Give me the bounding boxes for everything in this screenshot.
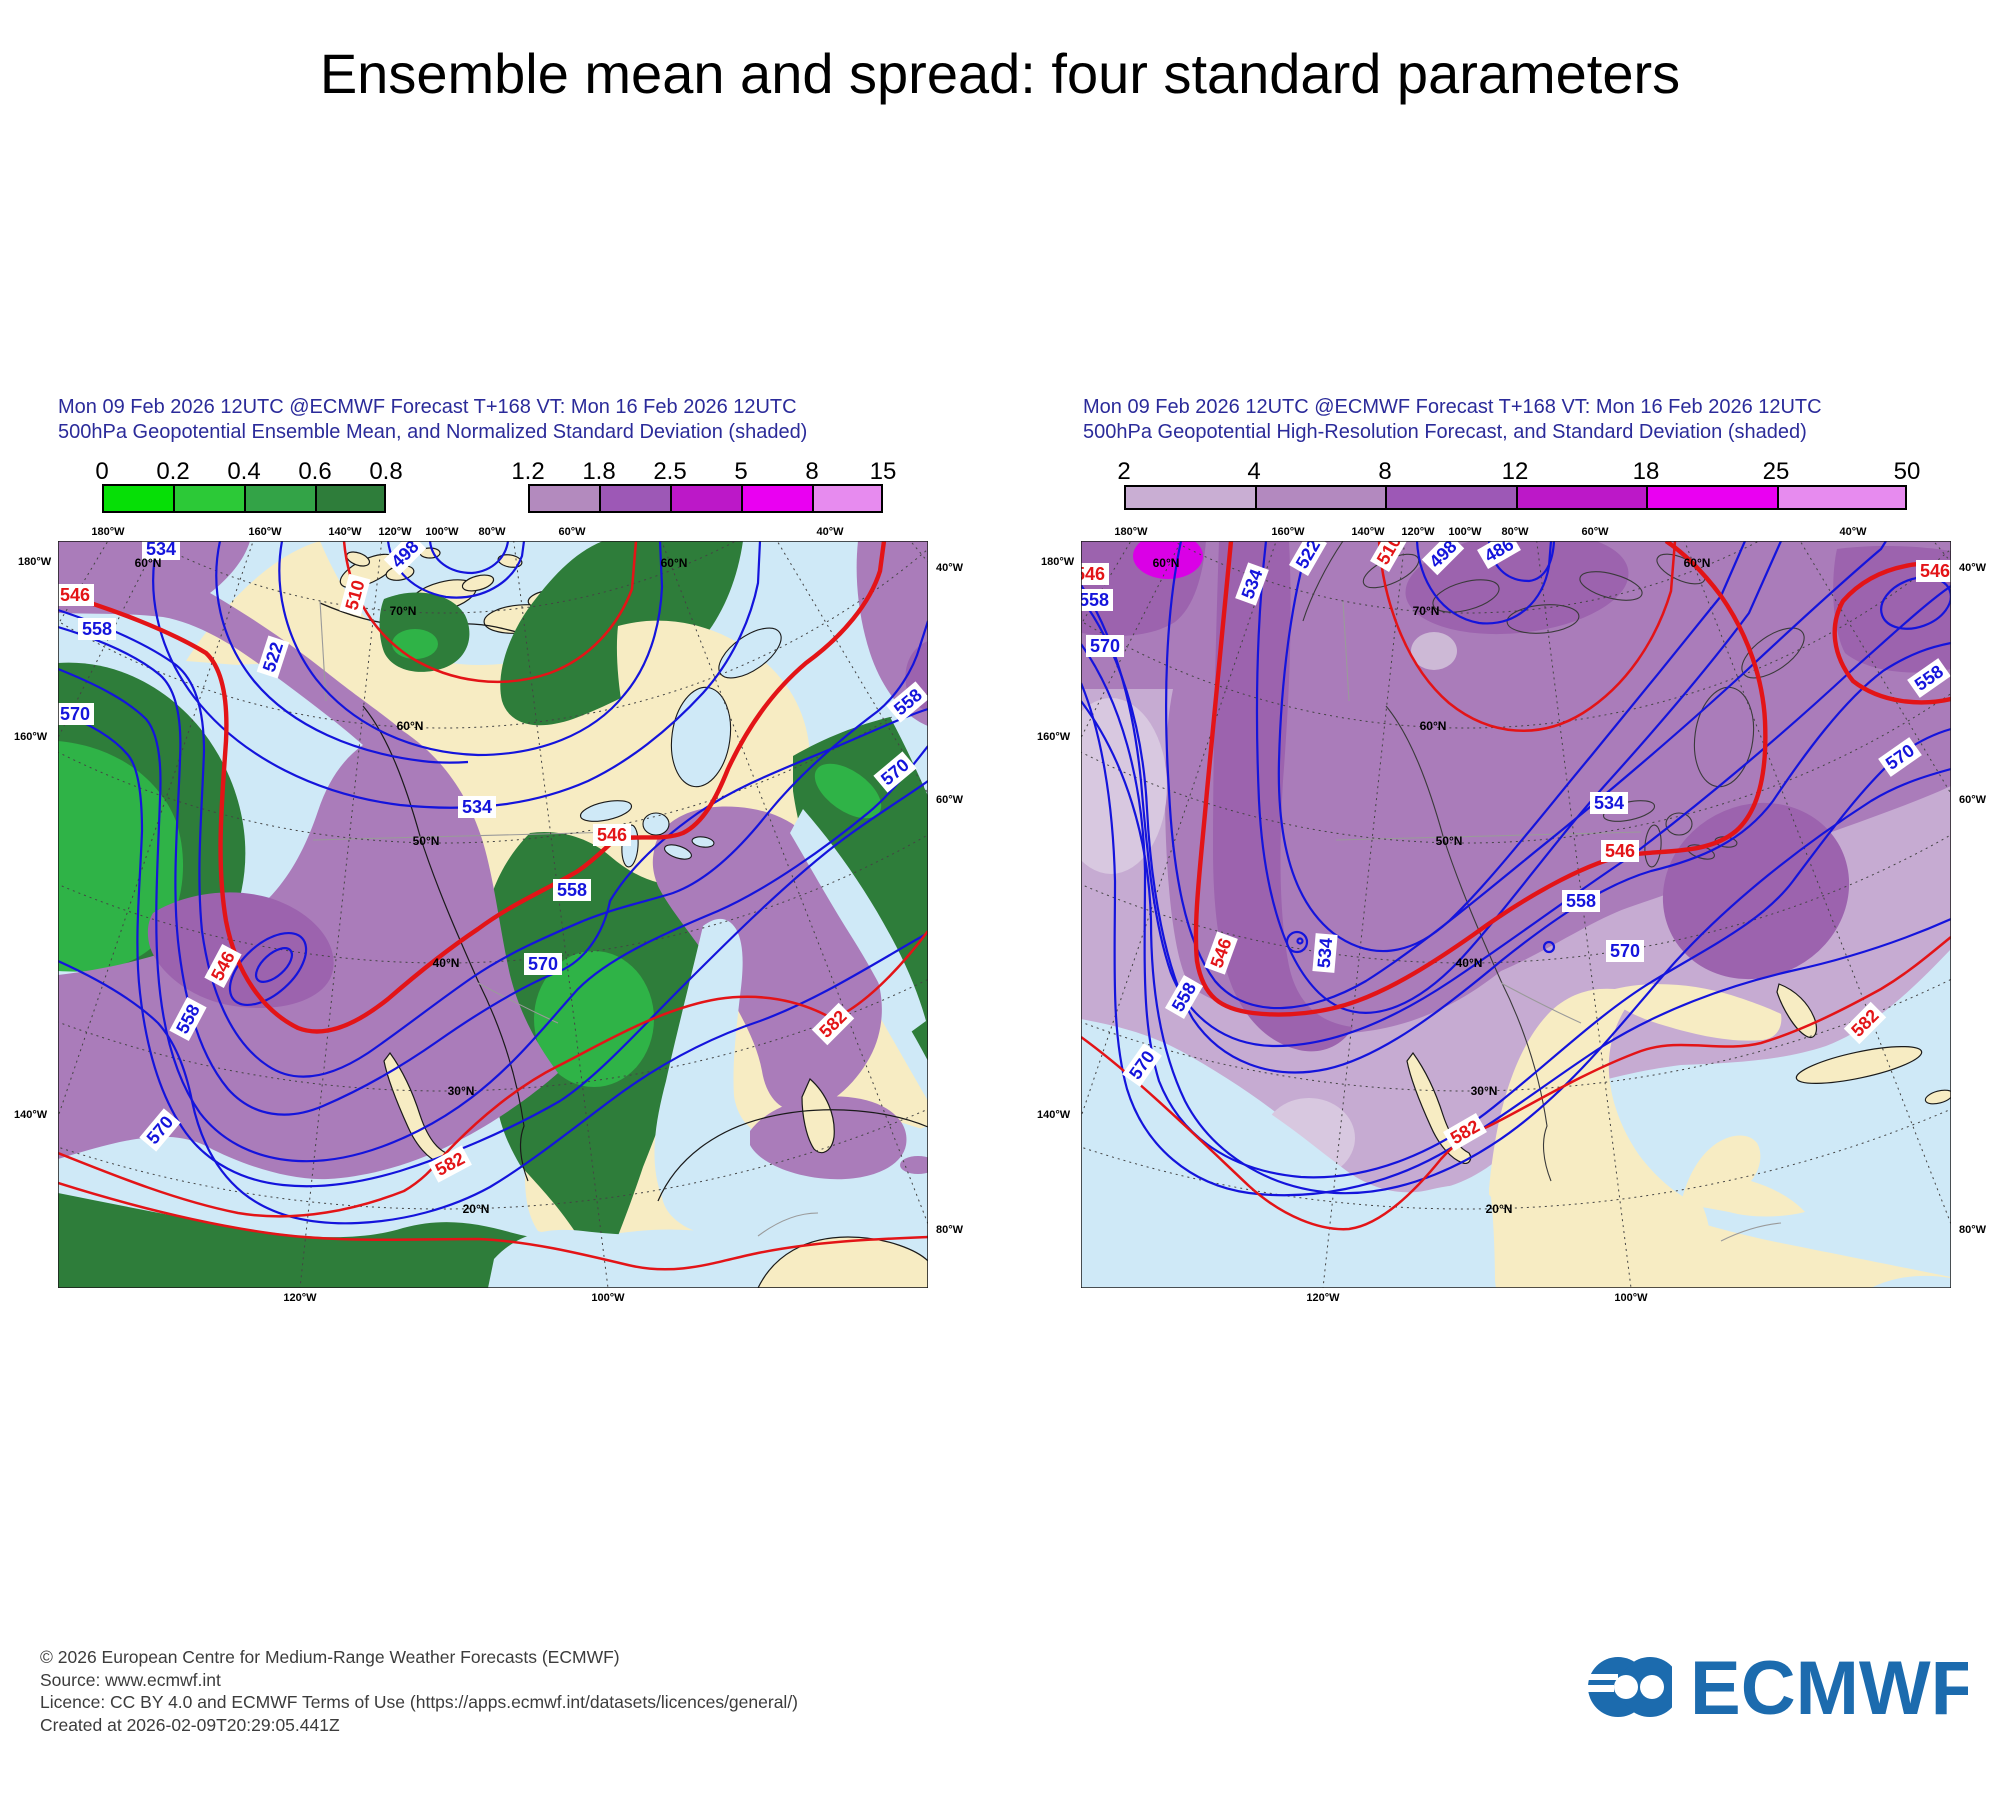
svg-text:570: 570 (1610, 941, 1640, 961)
svg-text:70°N: 70°N (1413, 604, 1440, 618)
svg-text:40°N: 40°N (1456, 956, 1483, 970)
svg-text:50°N: 50°N (1436, 834, 1463, 848)
svg-text:60°N: 60°N (1153, 556, 1180, 570)
svg-text:40°N: 40°N (433, 956, 460, 970)
svg-text:534: 534 (1314, 937, 1337, 969)
svg-text:60°N: 60°N (135, 556, 162, 570)
svg-text:60°N: 60°N (1684, 556, 1711, 570)
svg-text:570: 570 (60, 704, 90, 724)
svg-text:60°N: 60°N (1420, 719, 1447, 733)
svg-text:50°N: 50°N (413, 834, 440, 848)
svg-text:30°N: 30°N (448, 1084, 475, 1098)
svg-text:60°N: 60°N (397, 719, 424, 733)
svg-text:ECMWF: ECMWF (1690, 1650, 1968, 1725)
svg-text:60°N: 60°N (661, 556, 688, 570)
svg-text:546: 546 (1081, 564, 1105, 584)
svg-text:20°N: 20°N (1486, 1202, 1513, 1216)
svg-text:534: 534 (146, 541, 176, 559)
svg-text:546: 546 (60, 585, 90, 605)
svg-text:558: 558 (1081, 590, 1109, 610)
svg-text:20°N: 20°N (463, 1202, 490, 1216)
svg-text:534: 534 (462, 797, 492, 817)
svg-text:558: 558 (557, 880, 587, 900)
svg-text:570: 570 (528, 954, 558, 974)
svg-text:70°N: 70°N (390, 604, 417, 618)
svg-text:546: 546 (597, 825, 627, 845)
svg-text:534: 534 (1594, 793, 1624, 813)
svg-text:546: 546 (1605, 841, 1635, 861)
svg-text:30°N: 30°N (1471, 1084, 1498, 1098)
svg-text:570: 570 (1090, 636, 1120, 656)
svg-text:546: 546 (1920, 561, 1950, 581)
svg-text:558: 558 (82, 619, 112, 639)
svg-text:558: 558 (1566, 891, 1596, 911)
